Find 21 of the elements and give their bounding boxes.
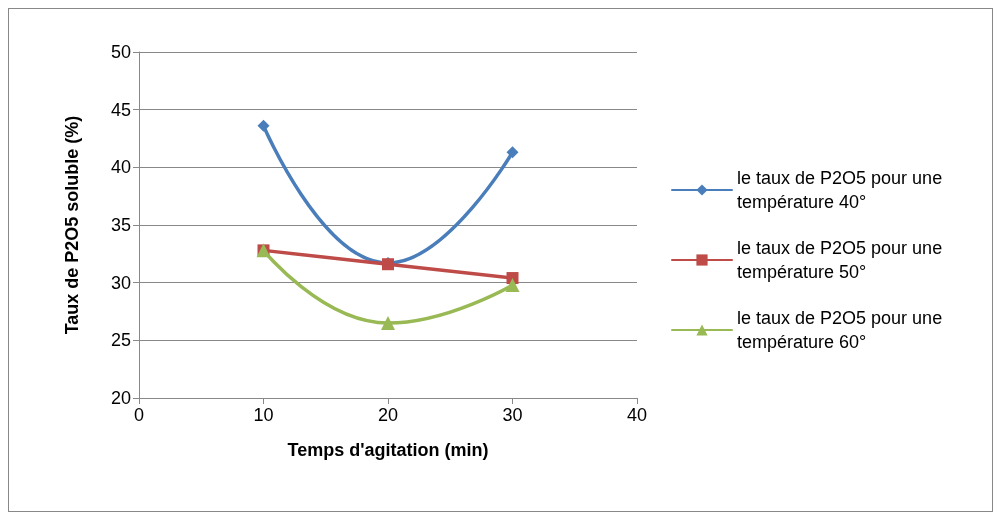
- y-tick-label: 50: [110, 42, 131, 62]
- y-tick-label: 25: [110, 330, 131, 351]
- point: [506, 146, 519, 159]
- legend-label: le taux de P2O5 pour une température 60°: [737, 308, 948, 352]
- y-tick-label: 45: [110, 99, 131, 120]
- point: [505, 277, 520, 292]
- y-axis-title: Taux de P2O5 soluble (%): [62, 115, 82, 335]
- legend-label: le taux de P2O5 pour une température 40°: [737, 168, 948, 212]
- legend-label: le taux de P2O5 pour une température 50°: [737, 238, 948, 282]
- point: [381, 316, 395, 331]
- y-tick-label: 30: [110, 272, 131, 293]
- x-tick-label: 40: [626, 405, 648, 425]
- y-tick-label: 20: [110, 388, 131, 408]
- x-tick-label: 20: [377, 405, 399, 425]
- x-tick-label: 0: [133, 405, 145, 425]
- y-tick-label: 35: [110, 215, 131, 235]
- x-tick-label: 10: [253, 405, 274, 425]
- x-axis-title: Temps d'agitation (min): [287, 440, 489, 460]
- y-tick-label: 40: [110, 157, 131, 178]
- x-tick-label: 30: [502, 405, 523, 425]
- point: [257, 119, 270, 132]
